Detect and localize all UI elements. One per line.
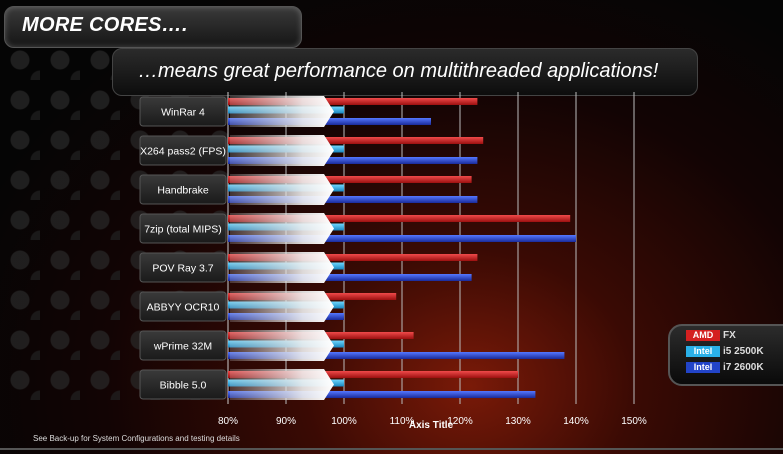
x-tick-label-7: 150% xyxy=(621,416,647,427)
x-axis-title: Axis Title xyxy=(409,420,454,431)
footer-divider xyxy=(0,448,783,450)
category-label-6: wPrime 32M xyxy=(153,341,212,353)
subtitle-banner xyxy=(112,48,698,96)
page-subtitle: …means great performance on multithreade… xyxy=(138,60,659,82)
bar-0-1 xyxy=(228,137,484,144)
category-label-box-2 xyxy=(139,174,227,205)
x-tick-label-2: 100% xyxy=(331,416,357,427)
category-label-box-6 xyxy=(139,330,227,361)
legend-item-i5: Intel i5 2500K xyxy=(686,346,764,358)
bar-0-7 xyxy=(228,371,518,378)
bar-2-6 xyxy=(228,352,565,359)
category-label-box-7 xyxy=(139,369,227,400)
legend-label-amd: FX xyxy=(723,330,736,341)
legend-label-i7: i7 2600K xyxy=(723,362,764,373)
category-label-7: Bibble 5.0 xyxy=(160,380,207,392)
page-title: MORE CORES…. xyxy=(22,14,188,36)
category-label-4: POV Ray 3.7 xyxy=(152,263,213,275)
x-tick-label-0: 80% xyxy=(218,416,238,427)
x-tick-label-4: 120% xyxy=(447,416,473,427)
legend-label-i5: i5 2500K xyxy=(723,346,764,357)
legend-item-amd: AMD FX xyxy=(686,330,736,342)
bar-2-0 xyxy=(228,118,431,125)
footnote: See Back-up for System Configurations an… xyxy=(33,434,240,443)
category-label-2: Handbrake xyxy=(157,185,209,197)
category-label-1: X264 pass2 (FPS) xyxy=(140,146,226,158)
x-tick-label-1: 90% xyxy=(276,416,296,427)
arrow-overlay-5 xyxy=(230,291,334,322)
arrow-overlay-6 xyxy=(230,330,334,361)
category-label-box-1 xyxy=(139,135,227,166)
category-label-5: ABBYY OCR10 xyxy=(147,302,220,314)
bar-2-2 xyxy=(228,196,478,203)
category-label-3: 7zip (total MIPS) xyxy=(144,224,222,236)
category-label-0: WinRar 4 xyxy=(161,107,205,119)
bar-2-4 xyxy=(228,274,472,281)
arrow-overlay-1 xyxy=(230,135,334,166)
x-tick-label-6: 140% xyxy=(563,416,589,427)
title-banner xyxy=(4,6,302,48)
bar-0-0 xyxy=(228,98,478,105)
x-tick-label-3: 110% xyxy=(390,416,415,427)
legend-swatch-i7: Intel xyxy=(686,362,720,373)
x-tick-label-5: 130% xyxy=(505,416,531,427)
bar-2-7 xyxy=(228,391,536,398)
arrow-overlay-4 xyxy=(230,252,334,283)
legend-item-i7: Intel i7 2600K xyxy=(686,362,764,374)
arrow-overlay-2 xyxy=(230,174,334,205)
category-label-box-5 xyxy=(139,291,227,322)
arrow-overlay-3 xyxy=(230,213,334,244)
legend-swatch-amd: AMD xyxy=(686,330,720,341)
bar-2-1 xyxy=(228,157,478,164)
chart-legend: AMD FX Intel i5 2500K Intel i7 2600K xyxy=(668,324,783,386)
category-label-box-4 xyxy=(139,252,227,283)
arrow-overlay-7 xyxy=(230,369,334,400)
bar-0-3 xyxy=(228,215,571,222)
legend-swatch-i5: Intel xyxy=(686,346,720,357)
bar-0-4 xyxy=(228,254,478,261)
arrow-overlay-0 xyxy=(230,96,334,127)
category-label-box-3 xyxy=(139,213,227,244)
bar-2-3 xyxy=(228,235,576,242)
category-label-box-0 xyxy=(139,96,227,127)
bar-0-2 xyxy=(228,176,472,183)
